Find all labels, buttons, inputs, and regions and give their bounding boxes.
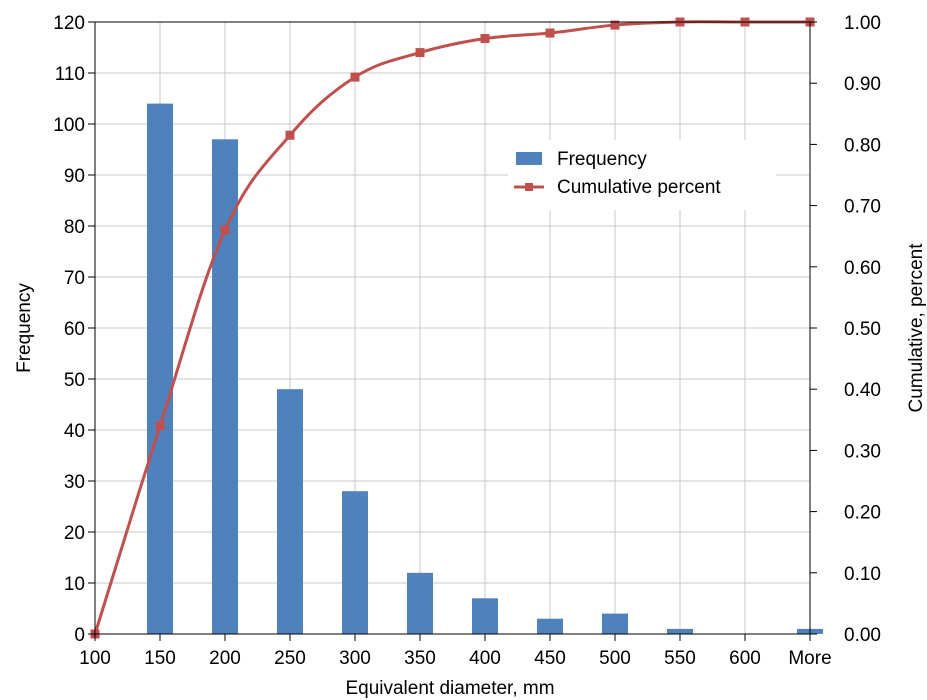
x-tick-label: 250 (274, 648, 306, 669)
cumulative-point (610, 20, 620, 30)
legend-cumulative-marker (525, 183, 533, 191)
y2-tick-label: 0.40 (844, 380, 881, 401)
frequency-bar (277, 389, 303, 634)
legend-frequency-label: Frequency (557, 149, 647, 170)
frequency-bar (602, 613, 628, 634)
y2-tick-label: 0.00 (844, 625, 881, 646)
frequency-bar (212, 139, 238, 635)
y2-tick-label: 0.50 (844, 319, 881, 340)
y-tick-label: 40 (64, 421, 85, 442)
y2-tick-label: 0.90 (844, 74, 881, 95)
y2-tick-label: 0.70 (844, 197, 881, 218)
cumulative-point (350, 72, 360, 82)
x-tick-label: 400 (469, 648, 501, 669)
y-tick-label: 90 (64, 166, 85, 187)
y-tick-label: 50 (64, 370, 85, 391)
axes (88, 21, 817, 641)
y-tick-label: 120 (53, 13, 85, 34)
cumulative-point (480, 34, 490, 44)
x-tick-label: 150 (144, 648, 176, 669)
frequency-bar (407, 572, 433, 634)
x-tick-labels: 100 150 200 250 300 350 400 450 500 550 600 More (79, 648, 832, 669)
x-tick-label: 300 (339, 648, 371, 669)
y-tick-label: 100 (53, 115, 85, 136)
y-axis-title: Frequency (14, 283, 35, 373)
legend-background (508, 140, 776, 210)
y-tick-label: 10 (64, 574, 85, 595)
frequency-bar (342, 491, 368, 634)
legend-cumulative-label: Cumulative percent (557, 177, 721, 198)
y-tick-label: 20 (64, 523, 85, 544)
y-tick-label: 80 (64, 217, 85, 238)
y2-tick-label: 0.80 (844, 135, 881, 156)
x-tick-label: More (788, 648, 831, 669)
x-axis-title: Equivalent diameter, mm (345, 678, 554, 699)
left-tick-labels: 0 10 20 30 40 50 60 70 80 90 100 110 120 (53, 13, 85, 646)
x-tick-label: 200 (209, 648, 241, 669)
y-tick-label: 110 (55, 64, 85, 85)
legend-frequency-swatch (516, 152, 542, 165)
y2-tick-label: 0.30 (844, 441, 881, 462)
right-tick-labels: 0.00 0.10 0.20 0.30 0.40 0.50 0.60 0.70 0.80 0.90… (844, 13, 881, 646)
x-tick-label: 550 (664, 648, 696, 669)
cumulative-point (220, 225, 230, 235)
frequency-bar (147, 103, 173, 635)
y2-axis-title: Cumulative, percent (906, 243, 927, 413)
y2-tick-label: 0.20 (844, 503, 881, 524)
cumulative-point (545, 28, 555, 38)
frequency-bar (472, 598, 498, 634)
x-tick-label: 500 (599, 648, 631, 669)
y2-tick-label: 0.10 (844, 564, 881, 585)
y-tick-label: 30 (64, 472, 85, 493)
y2-tick-label: 0.60 (844, 258, 881, 279)
frequency-bar (537, 618, 563, 634)
legend: Frequency Cumulative percent (508, 140, 776, 210)
cumulative-point (415, 48, 425, 58)
y-tick-label: 70 (64, 268, 85, 289)
cumulative-point (155, 421, 165, 431)
x-tick-label: 600 (729, 648, 761, 669)
cumulative-point (285, 130, 295, 140)
x-tick-label: 350 (404, 648, 436, 669)
y2-tick-label: 1.00 (844, 13, 881, 34)
frequency-bar (667, 628, 693, 634)
frequency-bars (147, 103, 823, 635)
y-tick-label: 0 (74, 625, 85, 646)
x-tick-label: 450 (534, 648, 566, 669)
x-tick-label: 100 (79, 648, 111, 669)
y-tick-label: 60 (64, 319, 85, 340)
plot-frame (94, 21, 811, 635)
